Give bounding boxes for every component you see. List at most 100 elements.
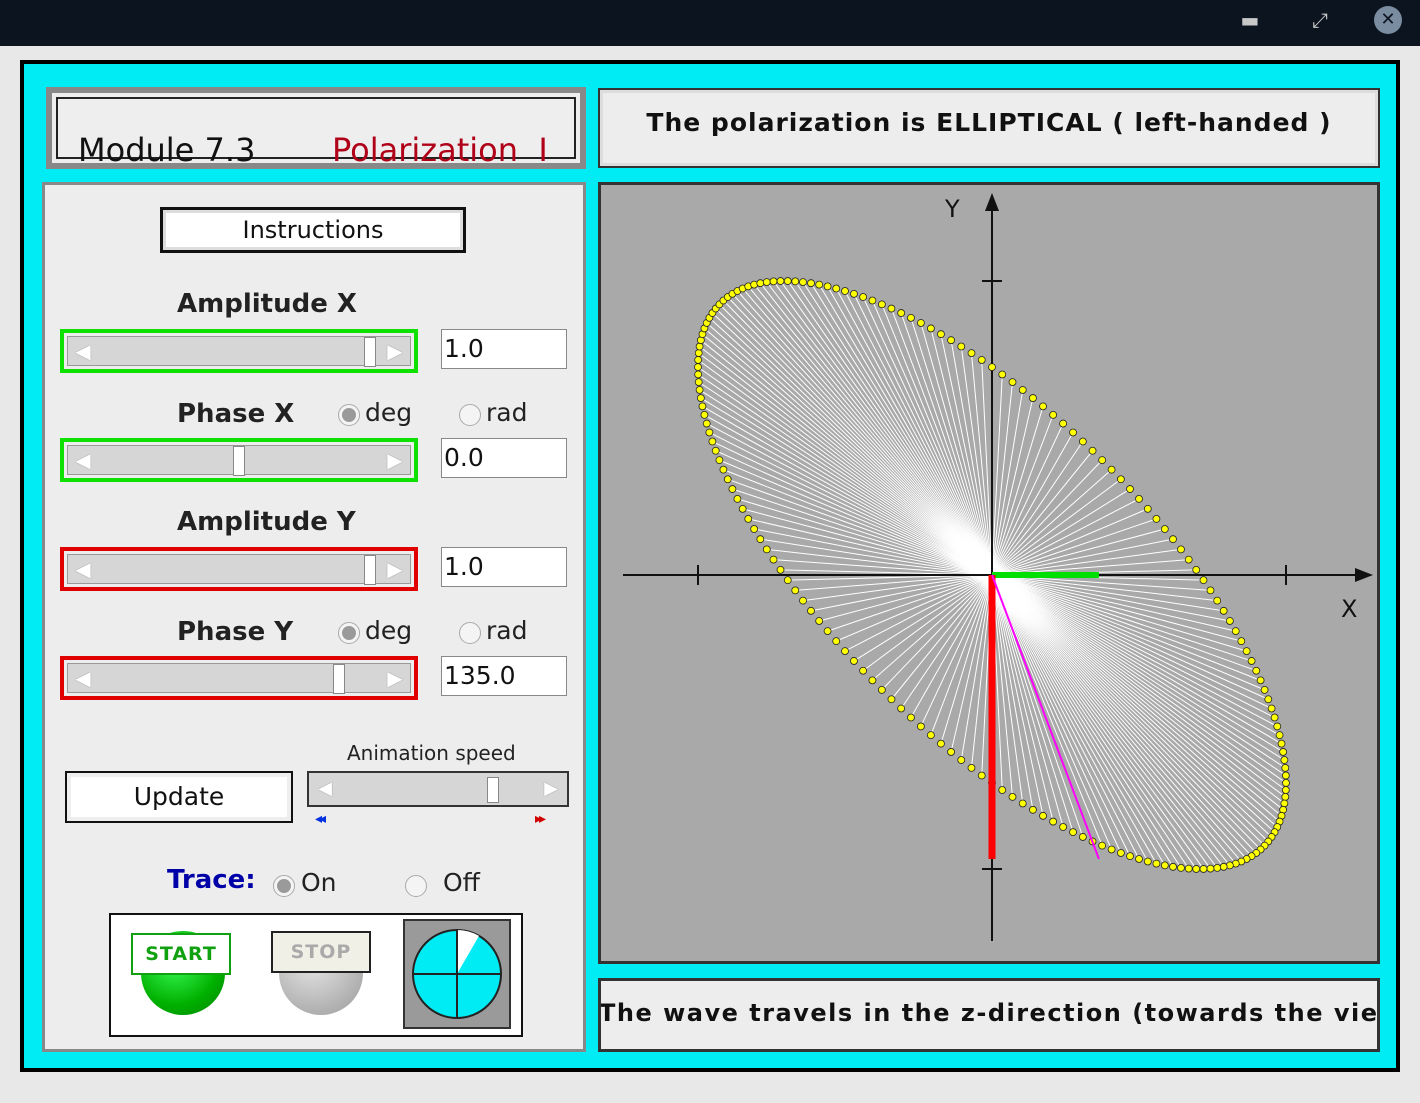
ellipse-dot bbox=[823, 282, 832, 291]
trace-line bbox=[719, 304, 993, 576]
ellipse-dot bbox=[807, 279, 815, 288]
ellipse-dot bbox=[1135, 495, 1143, 503]
trace-line bbox=[991, 441, 1084, 576]
phase-x-deg-label: deg bbox=[365, 398, 413, 427]
left-arrow-icon[interactable]: ◀ bbox=[318, 778, 332, 799]
ellipse-dot bbox=[897, 309, 906, 317]
right-arrow-icon[interactable]: ▶ bbox=[387, 448, 403, 472]
ellipse-dot bbox=[1264, 695, 1273, 704]
phase-x-input[interactable]: 0.0 bbox=[441, 438, 567, 478]
amplitude-y-slider[interactable]: ◀ ▶ bbox=[60, 547, 418, 591]
trace-off-radio[interactable] bbox=[405, 875, 427, 897]
ellipse-dot bbox=[1184, 555, 1193, 564]
right-arrow-icon[interactable]: ▶ bbox=[387, 339, 403, 363]
trace-line bbox=[715, 308, 993, 576]
amplitude-y-input[interactable]: 1.0 bbox=[441, 547, 567, 587]
slider-thumb[interactable] bbox=[333, 664, 346, 694]
ellipse-dot bbox=[694, 378, 703, 387]
ellipse-dot bbox=[1126, 485, 1134, 493]
amplitude-x-input[interactable]: 1.0 bbox=[441, 329, 567, 369]
trace-line bbox=[853, 574, 993, 662]
ellipse-dot bbox=[1049, 817, 1058, 826]
slider-thumb[interactable] bbox=[363, 337, 376, 367]
instructions-button[interactable]: Instructions bbox=[160, 207, 466, 253]
animation-speed-slider[interactable]: ◀ ▶ bbox=[307, 771, 569, 807]
ellipse-dot bbox=[887, 695, 896, 704]
trace-line bbox=[754, 528, 993, 576]
ellipse-dot bbox=[967, 349, 976, 358]
playback-controls: START STOP bbox=[109, 913, 523, 1037]
trace-line bbox=[794, 281, 993, 576]
trace-line bbox=[991, 574, 1285, 804]
restore-icon[interactable]: ⤢ bbox=[1312, 8, 1328, 32]
left-arrow-icon[interactable]: ◀ bbox=[75, 557, 91, 581]
ellipse-dot bbox=[850, 289, 858, 298]
trace-on-radio[interactable] bbox=[273, 875, 295, 897]
update-button[interactable]: Update bbox=[65, 771, 293, 823]
ellipse-dot bbox=[1280, 799, 1289, 808]
trace-line bbox=[802, 281, 993, 576]
trace-line bbox=[991, 574, 1265, 846]
ellipse-dot bbox=[988, 363, 996, 372]
right-arrow-icon[interactable]: ▶ bbox=[387, 666, 403, 690]
trace-line bbox=[700, 397, 993, 576]
trace-line bbox=[697, 374, 993, 576]
right-arrow-icon[interactable]: ▶ bbox=[387, 557, 403, 581]
slider-thumb[interactable] bbox=[233, 446, 245, 476]
start-button-label[interactable]: START bbox=[131, 933, 231, 975]
ellipse-dot bbox=[957, 342, 966, 351]
phase-x-rad-radio[interactable] bbox=[459, 404, 481, 426]
trace-line bbox=[991, 374, 1003, 576]
left-arrow-icon[interactable]: ◀ bbox=[75, 339, 91, 363]
amplitude-x-slider[interactable]: ◀ ▶ bbox=[60, 329, 418, 373]
phase-y-input[interactable]: 135.0 bbox=[441, 656, 567, 696]
slider-track bbox=[67, 554, 411, 584]
trace-line bbox=[960, 346, 993, 576]
slider-thumb[interactable] bbox=[363, 555, 376, 585]
applet-frame: Module 7.3 Polarization I The polarizati… bbox=[20, 60, 1400, 1072]
ellipse-dot bbox=[1192, 865, 1201, 873]
slider-thumb[interactable] bbox=[487, 777, 500, 803]
ellipse-dot bbox=[1049, 410, 1058, 419]
trace-line bbox=[991, 574, 1197, 870]
trace-line bbox=[836, 574, 993, 642]
ellipse-dot bbox=[1213, 596, 1222, 605]
ellipse-dot bbox=[1225, 617, 1234, 625]
trace-line bbox=[991, 574, 1257, 672]
ellipse-dot bbox=[877, 685, 886, 694]
minimize-icon[interactable]: ▬ bbox=[1240, 8, 1260, 32]
phase-y-deg-radio[interactable] bbox=[338, 622, 360, 644]
trace-line bbox=[991, 574, 1280, 736]
trace-line bbox=[700, 339, 993, 576]
trace-line bbox=[698, 352, 993, 576]
trace-lines bbox=[697, 280, 1287, 870]
right-arrow-icon[interactable]: ▶ bbox=[544, 778, 558, 799]
left-arrow-icon[interactable]: ◀ bbox=[75, 448, 91, 472]
ellipse-dot bbox=[1018, 799, 1027, 808]
trace-line bbox=[991, 574, 1242, 642]
phase-y-slider[interactable]: ◀ ▶ bbox=[60, 656, 418, 700]
stop-button-label[interactable]: STOP bbox=[271, 931, 371, 973]
trace-line bbox=[747, 286, 993, 576]
phase-x-slider[interactable]: ◀ ▶ bbox=[60, 438, 418, 482]
trace-line bbox=[991, 508, 1148, 576]
ellipse-dot bbox=[1279, 748, 1288, 756]
trace-line bbox=[991, 450, 1093, 576]
ellipse-dot bbox=[738, 504, 747, 513]
ellipse-dot bbox=[823, 627, 832, 635]
left-arrow-icon[interactable]: ◀ bbox=[75, 666, 91, 690]
trace-line bbox=[991, 574, 1257, 854]
ellipse-dot bbox=[926, 324, 935, 333]
trace-line bbox=[991, 528, 1165, 576]
ellipse-dot bbox=[702, 419, 711, 428]
close-icon[interactable]: ✕ bbox=[1374, 6, 1402, 34]
trace-line bbox=[991, 574, 1275, 718]
phase-x-deg-radio[interactable] bbox=[338, 404, 360, 426]
trace-line bbox=[706, 423, 993, 576]
trace-line bbox=[787, 280, 993, 576]
ellipse-dot bbox=[705, 428, 714, 437]
ellipse-dot bbox=[1018, 386, 1027, 394]
ellipse-dot bbox=[907, 313, 915, 322]
phase-y-rad-radio[interactable] bbox=[459, 622, 481, 644]
animation-speed-label: Animation speed bbox=[347, 741, 516, 765]
